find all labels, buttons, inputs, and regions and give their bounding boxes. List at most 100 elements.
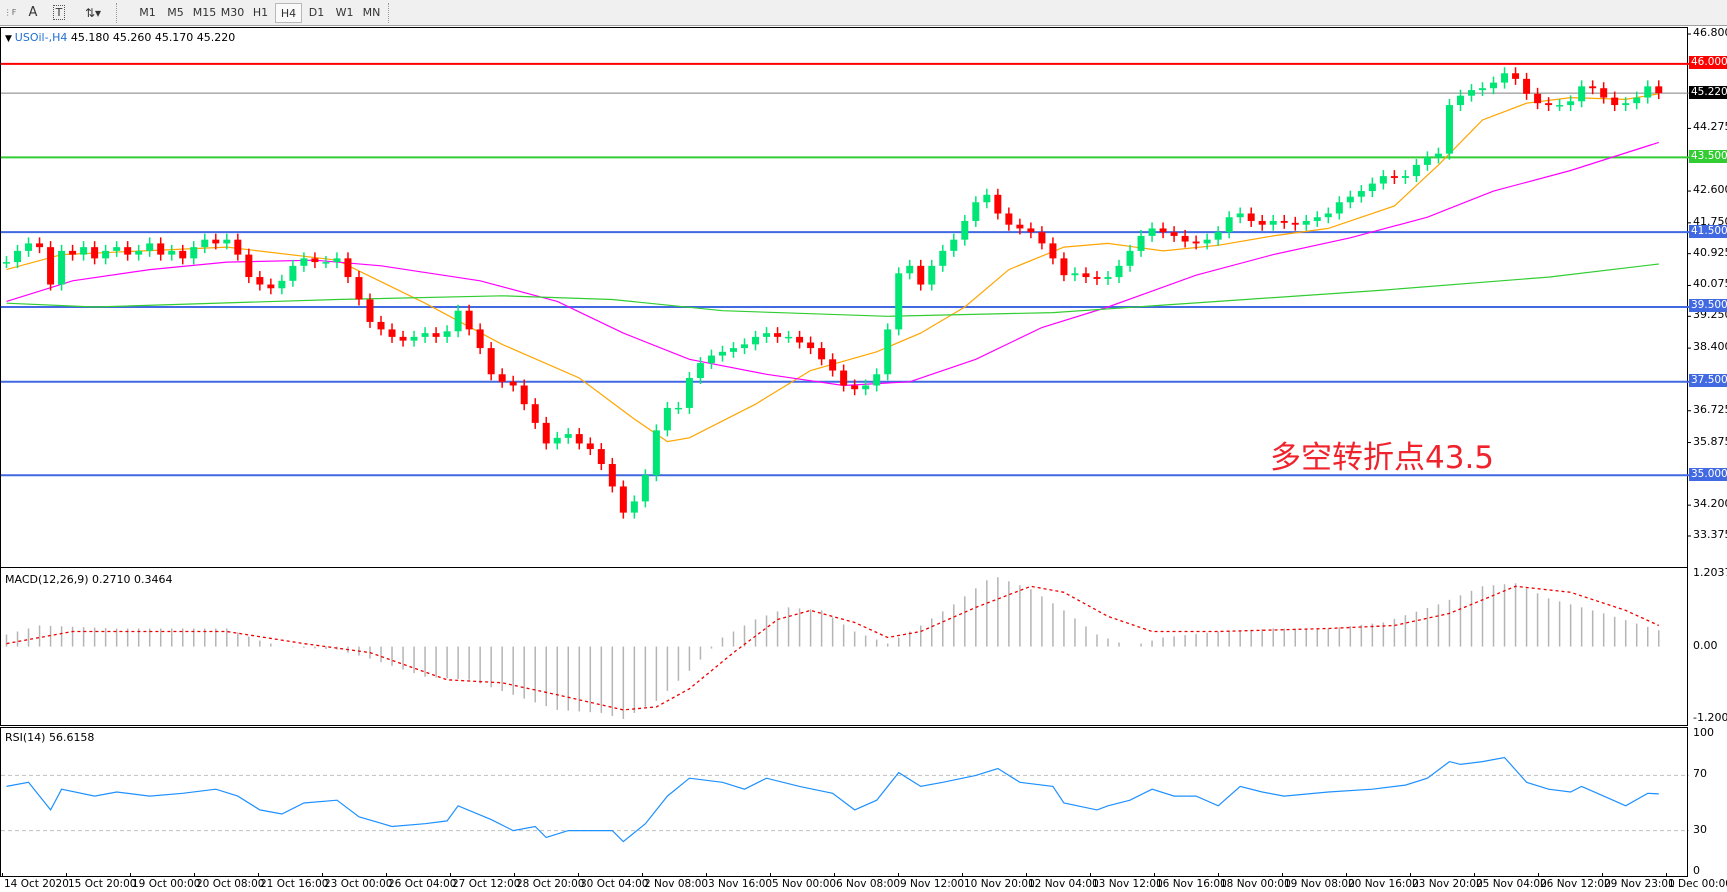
time-label: 26 Nov 12:00: [1540, 878, 1611, 890]
time-label: 19 Oct 00:00: [132, 878, 201, 890]
rsi-label: RSI(14) 56.6158: [5, 731, 95, 744]
candle-bullish: [652, 430, 660, 476]
time-tick: [1282, 873, 1283, 877]
time-tick: [1090, 873, 1091, 877]
candle-bearish: [1192, 241, 1200, 244]
candle-bullish: [300, 258, 308, 266]
price-chart[interactable]: ▼ USOil-,H4 45.180 45.260 45.170 45.220: [0, 27, 1691, 568]
arrows-icon[interactable]: ⇅▾: [84, 6, 102, 20]
timeframe-m15-button[interactable]: M15: [192, 6, 217, 19]
annotation-text: 多空转折点43.5: [1270, 440, 1495, 476]
time-tick: [770, 873, 771, 877]
timeframe-h4-button[interactable]: H4: [275, 3, 302, 23]
level-price-label: 35.000: [1689, 467, 1727, 481]
time-tick: [1538, 873, 1539, 877]
timeframe-d1-button[interactable]: D1: [308, 6, 325, 19]
price-tick-label: 42.600: [1693, 183, 1727, 197]
candle-bullish: [696, 363, 704, 379]
price-tick-label: 41.750: [1693, 214, 1727, 228]
timeframe-m5-button[interactable]: M5: [167, 6, 184, 19]
candle-bullish: [322, 262, 330, 264]
candle-bearish: [840, 370, 848, 386]
rsi-tick-label: 100: [1693, 726, 1714, 739]
candle-bullish: [201, 239, 209, 248]
candle-bearish: [476, 329, 484, 349]
time-tick: [1026, 873, 1027, 877]
candle-bearish: [851, 385, 859, 390]
time-label: 18 Nov 00:00: [1220, 878, 1291, 890]
candle-bullish: [1269, 220, 1277, 225]
candle-bullish: [333, 258, 341, 263]
time-label: 1 Dec 00:00: [1668, 878, 1727, 890]
candle-bearish: [344, 258, 352, 278]
candle-bullish: [1137, 235, 1145, 251]
candle-bullish: [1644, 86, 1652, 98]
candle-bullish: [884, 329, 892, 375]
toolbar-separator: [116, 3, 117, 23]
macd-plot: [5, 577, 1660, 719]
timeframe-w1-button[interactable]: W1: [335, 6, 354, 19]
candle-bearish: [377, 321, 385, 330]
candle-bullish: [1456, 95, 1464, 106]
candle-bullish: [1434, 153, 1442, 158]
candle-bearish: [498, 374, 506, 382]
text-box-icon[interactable]: T: [50, 3, 68, 23]
macd-signal-line: [6, 585, 1660, 711]
candle-bullish: [1379, 176, 1387, 184]
candle-bullish: [135, 250, 143, 255]
candle-bearish: [994, 194, 1002, 214]
text-label-icon[interactable]: A: [28, 5, 38, 20]
candle-bearish: [1280, 220, 1288, 223]
candle-bearish: [311, 258, 319, 263]
rsi-tick-label: 0: [1693, 864, 1700, 877]
timeframe-m30-button[interactable]: M30: [220, 6, 245, 19]
candle-bullish: [928, 265, 936, 285]
price-axis[interactable]: 46.80044.27542.60041.75040.92540.07539.2…: [1688, 27, 1727, 568]
candle-bullish: [1148, 228, 1156, 236]
time-label: 5 Nov 00:00: [772, 878, 837, 890]
candle-bullish: [1467, 90, 1475, 96]
time-tick: [1602, 873, 1603, 877]
candle-bearish: [1082, 273, 1090, 278]
candle-bullish: [862, 385, 870, 390]
time-axis: 14 Oct 2020 15 Oct 20:00 19 Oct 00:00 20 Oc…: [0, 873, 1727, 892]
time-tick: [962, 873, 963, 877]
time-tick: [130, 873, 131, 877]
candle-bearish: [520, 385, 528, 405]
time-label: 30 Oct 04:00: [580, 878, 649, 890]
macd-panel[interactable]: MACD(12,26,9) 0.2710 0.3464: [0, 567, 1688, 726]
time-tick: [194, 873, 195, 877]
candle-bullish: [972, 202, 980, 221]
time-tick: [1218, 873, 1219, 877]
candle-bullish: [1401, 176, 1409, 178]
moving-average-line: [6, 93, 1659, 443]
candle-bullish: [1368, 183, 1376, 192]
candle-bearish: [917, 265, 925, 285]
ohlc-values: 45.180 45.260 45.170 45.220: [70, 31, 236, 44]
candle-bullish: [950, 239, 958, 251]
candle-bullish: [895, 273, 903, 330]
timeframe-h1-button[interactable]: H1: [252, 6, 269, 19]
candle-bullish: [1071, 273, 1079, 276]
candle-bearish: [1159, 228, 1167, 233]
candle-bearish: [234, 239, 242, 255]
candle-bullish: [1445, 105, 1453, 154]
fibonacci-icon[interactable]: ⋮F: [3, 8, 17, 17]
rsi-panel[interactable]: RSI(14) 56.6158: [0, 727, 1689, 877]
candle-bullish: [1633, 97, 1641, 104]
candle-bullish: [553, 437, 561, 444]
candle-bearish: [619, 486, 627, 513]
candle-bearish: [1247, 213, 1255, 221]
candle-bearish: [1016, 224, 1024, 229]
toolbar-separator: [388, 3, 389, 23]
candle-bearish: [586, 443, 594, 450]
candle-bullish: [14, 250, 22, 263]
timeframe-m1-button[interactable]: M1: [139, 6, 156, 19]
time-tick: [1474, 873, 1475, 877]
timeframe-mn-button[interactable]: MN: [362, 6, 381, 19]
price-tick-label: 40.075: [1693, 277, 1727, 291]
candle-bearish: [1512, 73, 1520, 79]
time-tick: [1666, 873, 1667, 877]
candle-bullish: [1104, 277, 1112, 279]
candle-bearish: [432, 333, 440, 337]
